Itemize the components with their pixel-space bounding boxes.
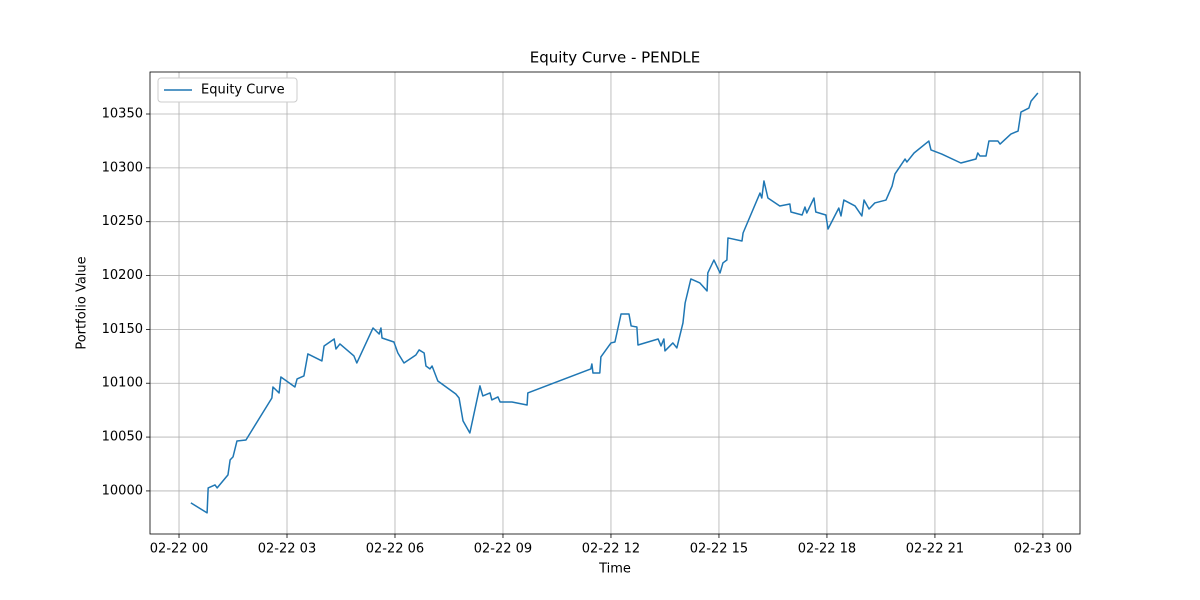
y-tick-label: 10350 — [102, 107, 143, 122]
y-tick-label: 10250 — [102, 214, 143, 229]
x-tick-label: 02-22 09 — [474, 542, 532, 557]
x-tick-label: 02-22 12 — [582, 542, 640, 557]
chart-title: Equity Curve - PENDLE — [530, 49, 701, 67]
y-tick-label: 10050 — [102, 430, 143, 445]
line-series — [190, 92, 1039, 514]
x-tick-label: 02-22 21 — [906, 542, 964, 557]
y-tick-label: 10300 — [102, 160, 143, 175]
x-tick-label: 02-22 03 — [258, 542, 316, 557]
y-tick-label: 10150 — [102, 322, 143, 337]
plot-frame — [149, 71, 1081, 535]
y-axis-label: Portfolio Value — [75, 256, 90, 349]
x-tick-label: 02-22 15 — [690, 542, 748, 557]
y-tick-label: 10200 — [102, 268, 143, 283]
legend-label: Equity Curve — [201, 83, 285, 98]
y-tick-label: 10100 — [102, 376, 143, 391]
x-tick-label: 02-22 18 — [798, 542, 856, 557]
legend-box — [157, 77, 298, 103]
x-tick-label: 02-22 00 — [150, 542, 208, 557]
x-axis-label: Time — [598, 562, 631, 577]
x-tick-label: 02-22 06 — [366, 542, 424, 557]
x-tick-label: 02-23 00 — [1014, 542, 1072, 557]
y-tick-label: 10000 — [102, 483, 143, 498]
